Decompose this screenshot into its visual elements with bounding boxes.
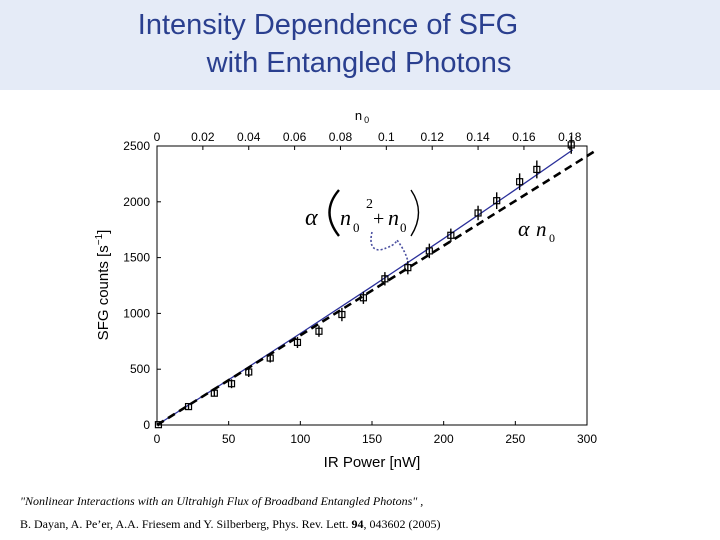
citation-authors: B. Dayan, A. Pe’er, A.A. Friesem and Y. … (20, 517, 710, 532)
top-tick-label: 0.08 (329, 130, 353, 144)
data-point (359, 294, 367, 302)
top-tick-label: 0.06 (283, 130, 307, 144)
citation-pages: , 043602 (2005) (363, 517, 441, 531)
data-point (493, 197, 501, 205)
y-axis-label-end: ] (95, 230, 112, 234)
top-tick-label: 0.02 (191, 130, 215, 144)
quadratic-n: n (340, 205, 351, 230)
x-tick-label: 200 (434, 432, 454, 446)
quadratic-close-paren (410, 189, 420, 237)
linear-annotation: α n 0 (518, 216, 555, 245)
top-tick-label: 0.14 (466, 130, 490, 144)
data-point (381, 275, 389, 283)
data-point (425, 247, 433, 255)
top-tick-label: 0.18 (558, 130, 582, 144)
data-point (474, 209, 482, 217)
y-tick-label: 1500 (123, 251, 150, 265)
citation-volume: 94 (351, 517, 364, 531)
slide-title: Intensity Dependence of SFG with Entangl… (0, 6, 720, 82)
citation-authors-text: B. Dayan, A. Pe’er, A.A. Friesem and Y. … (20, 517, 352, 531)
quadratic-open-paren (328, 189, 340, 237)
data-point (154, 421, 163, 429)
top-axis-label-sub: 0 (364, 115, 369, 125)
quadratic-plus: + (373, 208, 384, 230)
x-axis-label: IR Power [nW] (324, 454, 421, 471)
quadratic-sub: 0 (353, 220, 360, 235)
top-tick-label: 0 (154, 130, 161, 144)
y-tick-label: 2000 (123, 195, 150, 209)
y-axis-label: SFG counts [s−1] (94, 230, 112, 341)
top-tick-label: 0.16 (512, 130, 536, 144)
top-tick-label: 0.1 (378, 130, 395, 144)
title-banner (0, 0, 720, 90)
x-tick-label: 250 (505, 432, 525, 446)
data-point (516, 178, 524, 186)
y-axis-label-main: SFG counts [s (95, 245, 112, 340)
data-point (315, 327, 323, 335)
plot-frame (156, 145, 588, 426)
data-point (227, 380, 236, 388)
quadratic-alpha: α (305, 205, 318, 231)
slide-title-line2: with Entangled Photons (206, 47, 512, 79)
data-point (184, 402, 193, 411)
linear-sub: 0 (549, 231, 555, 245)
x-tick-label: 100 (290, 432, 310, 446)
quadratic-n2: n (388, 205, 399, 230)
y-axis-label-sup: −1 (94, 233, 105, 245)
data-point (533, 165, 541, 174)
data-point (293, 338, 302, 347)
citation-title: "Nonlinear Interactions with an Ultrahig… (20, 494, 424, 508)
x-tick-label: 50 (222, 432, 236, 446)
data-point (245, 368, 253, 376)
x-tick-label: 150 (362, 432, 382, 446)
slide-title-line1: Intensity Dependence of SFG (137, 9, 519, 41)
y-tick-label: 2500 (123, 139, 150, 153)
data-point (404, 264, 412, 272)
quadratic-annotation-pointer (370, 231, 409, 263)
y-tick-label: 500 (130, 362, 150, 376)
linear-n: n (536, 217, 547, 241)
linear-dashed-line (156, 150, 595, 427)
x-tick-label: 300 (577, 432, 597, 446)
top-tick-label: 0.12 (421, 130, 445, 144)
y-tick-label: 1000 (123, 306, 150, 320)
top-axis-label-n: n (355, 108, 362, 123)
data-point (338, 310, 346, 319)
data-point (210, 389, 218, 397)
sfg-chart: 0 50 100 150 200 250 300 05001000150020002500 … (94, 108, 597, 471)
linear-alpha: α (518, 216, 530, 241)
quadratic-sub2: 0 (400, 220, 407, 235)
y-tick-label: 0 (143, 418, 150, 432)
fit-line-quadratic (156, 149, 574, 426)
quadratic-sup: 2 (366, 197, 373, 212)
quadratic-annotation: α n 0 2 + n 0 (305, 189, 420, 237)
top-tick-label: 0.04 (237, 130, 261, 144)
data-point (447, 231, 455, 239)
data-point (567, 141, 575, 149)
x-tick-label: 0 (154, 432, 161, 446)
data-point (266, 354, 274, 362)
